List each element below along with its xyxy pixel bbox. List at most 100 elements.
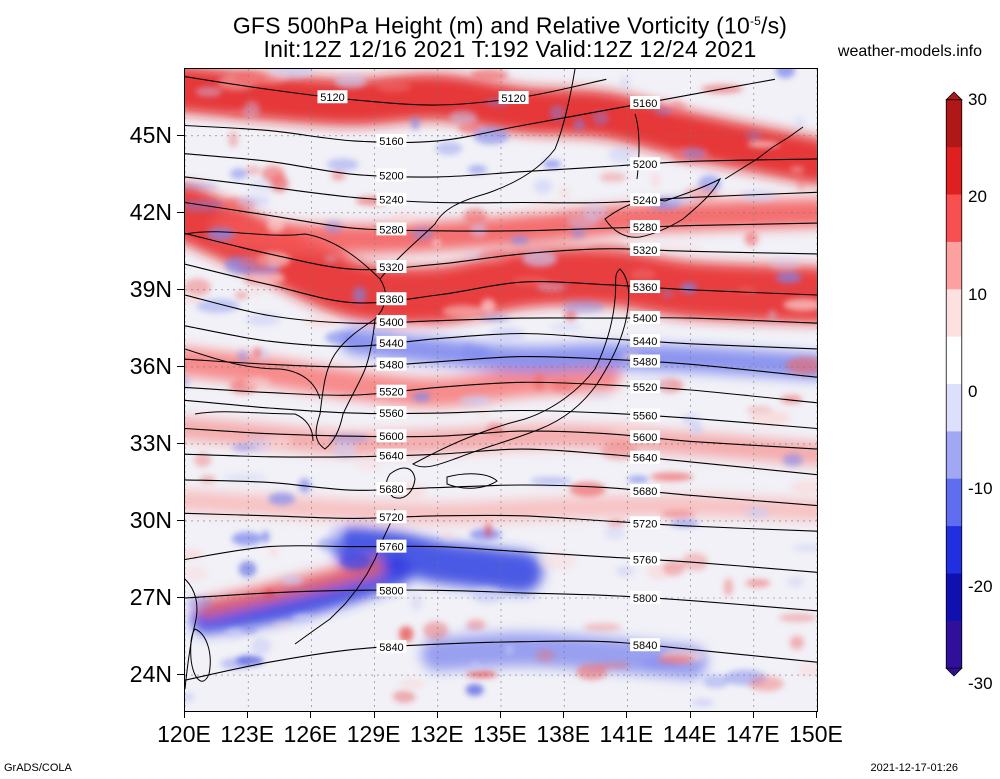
contour-label-bg [376, 259, 407, 273]
vorticity-speckle [185, 183, 219, 190]
vorticity-speckle [620, 75, 630, 90]
vorticity-speckle [510, 236, 529, 244]
contour-label-bg [630, 408, 661, 422]
vorticity-speckle [410, 593, 423, 611]
vorticity-speckle [327, 158, 359, 171]
vorticity-speckle [231, 531, 263, 546]
contour-label-bg [630, 380, 661, 394]
vorticity-speckle [194, 452, 212, 468]
vorticity-speckle [245, 165, 261, 176]
vorticity-speckle [797, 662, 817, 678]
contour-label: 5360 [379, 294, 403, 306]
lat-tick-label: 30N [129, 506, 172, 533]
height-contour-5680 [185, 479, 817, 507]
vorticity-speckle [185, 375, 190, 389]
vorticity-speckle [324, 255, 338, 264]
vorticity-speckle [244, 376, 271, 391]
colorbar-top-arrow [945, 91, 963, 101]
vorticity-speckle [325, 331, 357, 345]
contour-label-bg [376, 292, 407, 306]
vorticity-speckle [466, 619, 486, 631]
coast-honshu [411, 268, 630, 468]
vorticity-speckle [692, 698, 714, 707]
vorticity-speckle [251, 637, 271, 655]
vorticity-speckle [459, 395, 492, 406]
vorticity-speckle [657, 654, 695, 665]
contour-label: 5480 [379, 360, 403, 372]
vorticity-speckle [604, 526, 625, 539]
lat-tick-mark [177, 288, 184, 290]
vorticity-speckle [512, 276, 549, 287]
contour-label: 5320 [379, 262, 403, 274]
vorticity-speckle [573, 118, 586, 131]
colorbar-tick-label: -30 [968, 674, 993, 693]
vorticity-speckle [749, 410, 791, 426]
vorticity-speckle [543, 160, 561, 169]
chart-title-line1: GFS 500hPa Height (m) and Relative Vorti… [110, 8, 910, 39]
vorticity-speckle [535, 648, 555, 663]
vorticity-speckle [682, 147, 706, 160]
vorticity-speckle [477, 405, 489, 421]
height-contour-5360 [185, 263, 817, 304]
colorbar-cell [946, 384, 962, 432]
vorticity-speckle [252, 347, 262, 359]
vorticity-speckle [237, 194, 270, 207]
vorticity-speckle [792, 544, 817, 552]
vorticity-speckle [327, 524, 346, 541]
coast-sakhalin [634, 113, 640, 180]
vorticity-speckle [411, 116, 420, 130]
coast-kurils [724, 126, 804, 180]
vorticity-speckle [243, 101, 261, 119]
contour-label-bg [376, 357, 407, 371]
contour-label: 5200 [379, 170, 403, 182]
height-contour-5200 [185, 153, 817, 178]
colorbar [945, 91, 963, 677]
vorticity-speckle [467, 165, 488, 174]
contour-label: 5160 [379, 136, 403, 148]
contour-label-bg [630, 193, 661, 207]
height-contour-5640 [185, 448, 817, 476]
vorticity-speckle [376, 81, 412, 93]
vorticity-speckle [185, 69, 817, 707]
vorticity-speckle [332, 440, 357, 459]
vorticity-speckle [789, 635, 805, 650]
contour-label: 5520 [633, 382, 657, 394]
lat-tick-label: 33N [129, 429, 172, 456]
contour-label: 5600 [633, 432, 657, 444]
vorticity-speckle [240, 625, 258, 635]
lat-tick-label: 27N [129, 584, 172, 610]
vorticity-speckle [228, 131, 239, 148]
lon-tick-label: 129E [346, 721, 401, 747]
vorticity-speckle [550, 323, 582, 331]
vorticity-speckle [225, 628, 244, 638]
colorbar-cell [946, 478, 962, 527]
height-contour-5480 [185, 355, 817, 378]
vorticity-speckle [783, 298, 817, 311]
lon-tick-label: 126E [283, 721, 338, 747]
height-contour-5760 [185, 545, 817, 573]
lat-tick-mark [177, 442, 184, 444]
vorticity-speckle [627, 475, 649, 483]
vorticity-speckle [470, 661, 481, 668]
vorticity-speckle [787, 577, 804, 587]
vorticity-speckle [238, 561, 257, 577]
contour-label-bg [376, 429, 407, 443]
vorticity-speckle [681, 552, 709, 571]
footer-timestamp: 2021-12-17-01:26 [870, 762, 958, 774]
lat-tick-mark [177, 519, 184, 521]
vorticity-speckle [484, 522, 493, 538]
coast-china-south [185, 578, 198, 690]
height-contour-5560 [185, 399, 817, 430]
lon-tick-mark [816, 711, 817, 718]
colorbar-tick-label: -10 [968, 479, 993, 499]
contour-label: 5280 [633, 222, 657, 234]
contour-label: 5520 [379, 387, 403, 399]
contour-label-bg [376, 448, 407, 462]
colorbar-tick-label: 10 [968, 284, 987, 304]
contour-label: 5200 [633, 159, 657, 171]
height-contour-5160 [185, 78, 775, 144]
colorbar-cell [946, 573, 962, 622]
vorticity-speckle [273, 621, 291, 628]
contour-label: 5720 [379, 512, 403, 524]
height-contours [185, 76, 817, 681]
